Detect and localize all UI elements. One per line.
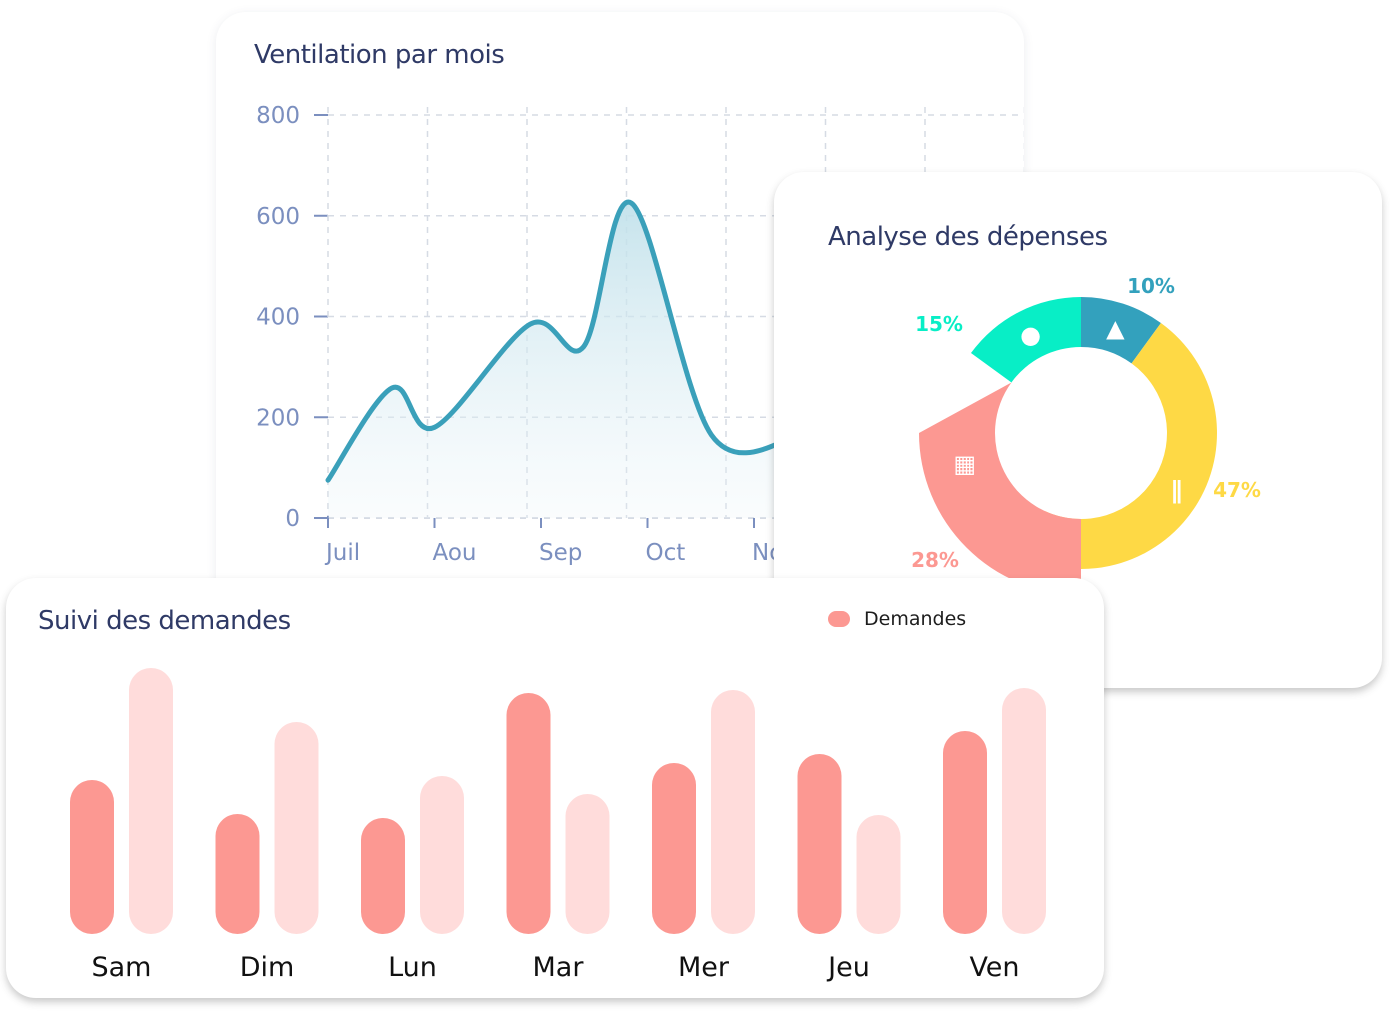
donut-slice [1081,297,1161,364]
x-tick-label: Sep [539,540,582,566]
y-tick-label: 800 [256,103,300,129]
y-tick-label: 0 [285,506,300,532]
donut-chart-title: Analyse des dépenses [828,222,1108,252]
line-series [325,199,800,483]
ping-pong-icon: ● [1020,321,1041,349]
bar-chart-card: Suivi des demandes Demandes Sam Dim Lun Mar… [6,578,1104,998]
bar-demandes [797,754,842,934]
bar-demandes [943,731,987,934]
slice-label: 15% [915,312,963,336]
bar-secondary [856,815,901,934]
donut-slice [970,297,1081,383]
donut-chart: ▲10% ∥ 47% ▦ 28% ● 15% [911,274,1261,595]
bar-chart-legend: Demandes [828,608,966,630]
area-fill [328,202,797,518]
x-category-label: Dim [240,952,295,983]
utensils-icon: ∥ [1171,477,1183,505]
slice-label: 10% [1127,274,1175,298]
x-category-label: Ven [969,952,1019,983]
bar-chart-title: Suivi des demandes [38,606,291,636]
bar-demandes [652,763,696,934]
donut-slice [1023,322,1217,569]
x-category-label: Sam [92,952,152,983]
bar-secondary [420,776,464,934]
x-category-label: Lun [388,952,437,983]
bell-icon: ▲ [1106,314,1125,342]
legend-swatch [828,611,850,627]
bar-demandes [361,818,405,934]
x-category-label: Jeu [826,952,870,983]
x-tick-label: Aou [433,540,477,566]
bar-secondary [711,690,755,934]
slice-label: 28% [911,548,959,572]
y-tick-label: 200 [256,405,300,431]
x-tick-label: Juil [324,540,360,566]
bar-demandes [506,693,551,934]
y-tick-label: 600 [256,204,300,230]
bar-demandes [215,814,260,934]
bar-secondary [565,794,610,934]
bar-chart: Sam Dim Lun Mar Mer Jeu Ven [70,668,1046,983]
bar-demandes [70,780,114,934]
bar-secondary [274,722,319,934]
line-chart-title: Ventilation par mois [254,40,505,70]
donut-slice [919,382,1081,595]
bar-secondary [129,668,173,934]
x-tick-label: Oct [646,540,686,566]
x-category-label: Mer [678,952,730,983]
y-tick-label: 400 [256,305,300,331]
legend-label: Demandes [864,608,967,630]
slice-label: 47% [1213,478,1261,502]
x-category-label: Mar [533,952,585,983]
building-icon: ▦ [953,450,976,478]
bar-secondary [1002,688,1046,934]
